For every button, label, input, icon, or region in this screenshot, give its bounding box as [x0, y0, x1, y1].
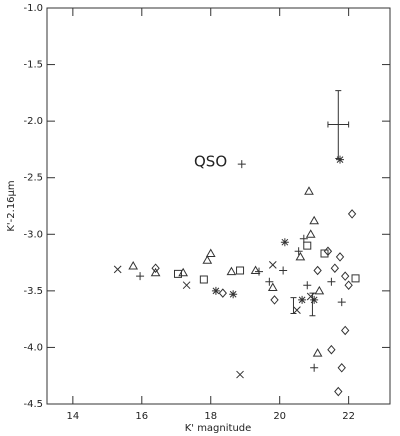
data-point	[299, 234, 308, 243]
data-point	[226, 266, 237, 276]
data-point	[267, 282, 278, 291]
data-point	[236, 370, 244, 379]
data-point	[237, 160, 246, 169]
data-point	[335, 252, 345, 262]
data-point	[341, 271, 350, 281]
plot-frame	[46, 7, 391, 405]
data-point	[303, 281, 312, 290]
data-point	[150, 267, 161, 277]
data-point	[128, 260, 139, 270]
y-tick-label: -3.5	[23, 286, 43, 297]
data-point	[182, 281, 191, 290]
data-point	[178, 267, 189, 277]
y-tick-label: -2.5	[23, 173, 43, 184]
data-point	[265, 277, 274, 286]
error-bar	[309, 292, 316, 317]
x-tick-label: 14	[66, 411, 79, 422]
y-axis-label: K'-2.16µm	[6, 180, 17, 231]
data-point	[312, 348, 323, 357]
data-point	[305, 229, 316, 238]
data-point	[173, 269, 182, 278]
data-point	[337, 363, 346, 373]
data-point	[279, 266, 288, 275]
data-point	[327, 277, 336, 286]
x-tick-label: 16	[135, 411, 148, 422]
y-tick-label: -2.0	[23, 116, 43, 127]
y-tick-label: -1.5	[23, 60, 43, 71]
y-tick-label: -1.0	[23, 3, 43, 14]
data-point	[303, 241, 312, 250]
data-point	[250, 265, 261, 274]
data-point	[229, 290, 238, 299]
data-point	[310, 363, 319, 372]
data-point	[351, 274, 360, 283]
data-point	[218, 288, 227, 298]
y-tick-label: -4.5	[23, 399, 43, 410]
x-axis-label: K' magnitude	[185, 423, 252, 434]
data-point	[211, 286, 220, 295]
data-point	[199, 275, 208, 284]
data-point	[313, 265, 322, 276]
data-point	[347, 209, 357, 219]
data-point	[151, 263, 160, 273]
data-point	[298, 295, 307, 304]
data-point	[344, 280, 353, 290]
data-point	[323, 246, 333, 257]
y-tick-label: -3.0	[23, 229, 43, 240]
data-point	[268, 260, 277, 269]
annotation: QSO	[194, 153, 227, 171]
data-point	[270, 295, 279, 305]
x-tick-label: 18	[204, 411, 217, 422]
x-tick-label: 20	[273, 411, 286, 422]
error-bar-x	[327, 121, 350, 128]
data-point	[294, 247, 303, 256]
data-point	[310, 295, 319, 304]
data-point	[293, 306, 301, 314]
data-point	[334, 386, 343, 397]
data-point	[205, 248, 216, 258]
data-point	[341, 325, 350, 336]
y-tick-label: -4.0	[23, 342, 43, 353]
data-point	[336, 155, 345, 164]
x-tick-label: 22	[342, 411, 355, 422]
data-point	[280, 238, 289, 247]
data-point	[337, 298, 346, 307]
data-point	[314, 285, 325, 295]
data-point	[236, 266, 245, 275]
data-point	[202, 255, 213, 264]
error-bar	[290, 297, 297, 314]
data-point	[309, 215, 320, 225]
data-point	[327, 344, 336, 355]
data-point	[330, 263, 340, 273]
data-point	[304, 186, 314, 195]
data-point	[136, 272, 145, 281]
data-point	[295, 251, 306, 261]
data-point	[113, 265, 122, 274]
